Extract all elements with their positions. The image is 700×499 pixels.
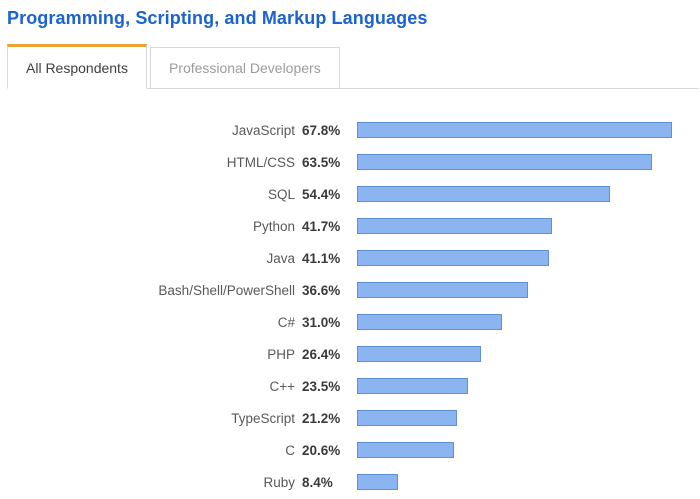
chart-row: TypeScript 21.2% xyxy=(7,402,700,434)
bar-track xyxy=(357,442,700,458)
bar-track xyxy=(357,122,700,138)
value-label: 67.8% xyxy=(302,122,341,138)
value-label: 41.7% xyxy=(302,218,341,234)
value-label: 26.4% xyxy=(302,346,341,362)
chart-row: C# 31.0% xyxy=(7,306,700,338)
bar-track xyxy=(357,378,700,394)
tab-professional-developers[interactable]: Professional Developers xyxy=(149,47,340,89)
category-label: C# xyxy=(277,314,295,330)
bar xyxy=(357,186,611,202)
value-label: 41.1% xyxy=(302,250,341,266)
chart-row: JavaScript 67.8% xyxy=(7,114,700,146)
chart-row: Bash/Shell/PowerShell 36.6% xyxy=(7,274,700,306)
bar-track xyxy=(357,474,700,490)
bar xyxy=(357,122,672,138)
bar-track xyxy=(357,346,700,362)
value-label: 31.0% xyxy=(302,314,341,330)
bar xyxy=(357,154,653,170)
category-label: HTML/CSS xyxy=(226,154,295,170)
bar xyxy=(357,250,549,266)
bar-track xyxy=(357,282,700,298)
category-label: SQL xyxy=(267,186,295,202)
bar-track xyxy=(357,186,700,202)
bar-chart: JavaScript 67.8% HTML/CSS 63.5% SQL 54.4… xyxy=(7,114,700,498)
page-title: Programming, Scripting, and Markup Langu… xyxy=(7,8,428,28)
tab-bar: All Respondents Professional Developers xyxy=(7,44,699,89)
bar xyxy=(357,474,398,490)
category-label: C++ xyxy=(269,378,295,394)
chart-row: C 20.6% xyxy=(7,434,700,466)
chart-row: Python 41.7% xyxy=(7,210,700,242)
chart-row: Java 41.1% xyxy=(7,242,700,274)
category-label: Java xyxy=(266,250,295,266)
bar xyxy=(357,410,457,426)
tab-professional-developers-label: Professional Developers xyxy=(168,60,321,76)
bar-track xyxy=(357,218,700,234)
tab-all-respondents[interactable]: All Respondents xyxy=(7,44,147,89)
value-label: 23.5% xyxy=(302,378,341,394)
category-label: C xyxy=(285,442,295,458)
category-label: Ruby xyxy=(263,474,295,490)
bar-track xyxy=(357,410,700,426)
chart-row: SQL 54.4% xyxy=(7,178,700,210)
category-label: TypeScript xyxy=(231,410,295,426)
value-label: 21.2% xyxy=(302,410,341,426)
bar xyxy=(357,218,552,234)
category-label: Bash/Shell/PowerShell xyxy=(158,282,295,298)
value-label: 36.6% xyxy=(302,282,341,298)
category-label: JavaScript xyxy=(231,122,295,138)
chart-row: HTML/CSS 63.5% xyxy=(7,146,700,178)
value-label: 20.6% xyxy=(302,442,341,458)
bar-track xyxy=(357,154,700,170)
value-label: 8.4% xyxy=(302,474,333,490)
tab-all-respondents-label: All Respondents xyxy=(26,59,128,76)
bar xyxy=(357,314,503,330)
bar xyxy=(357,282,528,298)
category-label: Python xyxy=(252,218,295,234)
category-label: PHP xyxy=(267,346,295,362)
chart-row: Ruby 8.4% xyxy=(7,466,700,498)
chart-row: PHP 26.4% xyxy=(7,338,700,370)
value-label: 63.5% xyxy=(302,154,341,170)
chart-row: C++ 23.5% xyxy=(7,370,700,402)
bar xyxy=(357,378,468,394)
value-label: 54.4% xyxy=(302,186,341,202)
bar xyxy=(357,442,455,458)
bar-track xyxy=(357,250,700,266)
bar xyxy=(357,346,481,362)
bar-track xyxy=(357,314,700,330)
